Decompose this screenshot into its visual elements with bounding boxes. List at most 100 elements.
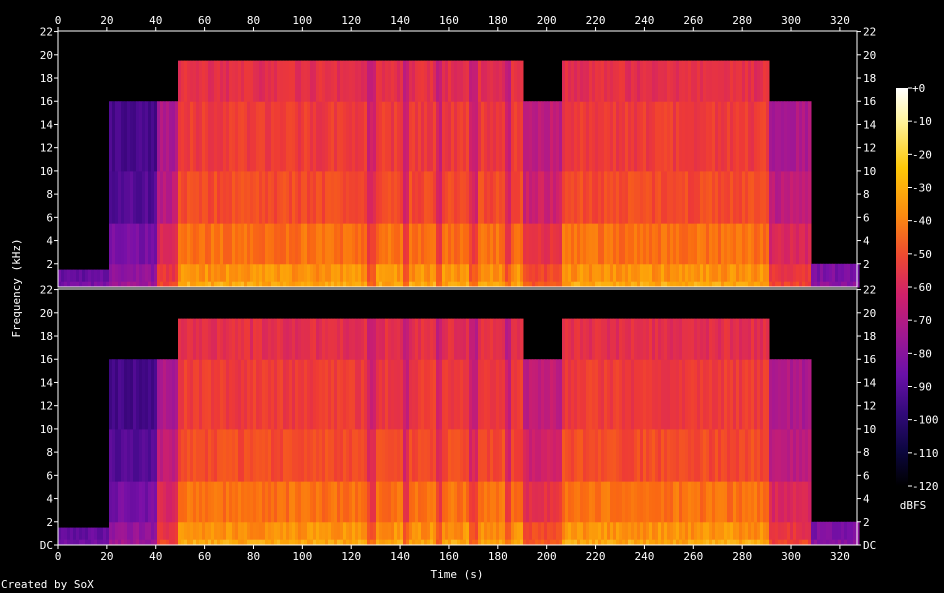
spectrogram-cell — [706, 281, 710, 288]
spectrogram-cell — [625, 428, 629, 482]
spectrogram-cell — [592, 318, 596, 360]
spectrogram-cell — [355, 223, 359, 265]
spectrogram-cell — [673, 318, 677, 360]
spectrogram-cell — [172, 481, 176, 523]
spectrogram-cell — [316, 539, 320, 546]
spectrogram-cell — [520, 60, 524, 102]
spectrogram-cell — [268, 223, 272, 265]
spectrogram-cell — [730, 428, 734, 482]
spectrogram-cell — [157, 539, 161, 546]
spectrogram-cell — [448, 263, 452, 282]
spectrogram-cell — [445, 223, 449, 265]
spectrogram-cell — [322, 101, 326, 172]
spectrogram-cell — [418, 359, 422, 430]
spectrogram-cell — [175, 521, 179, 540]
spectrogram-cell — [466, 263, 470, 282]
spectrogram-cell — [415, 539, 419, 546]
spectrogram-cell — [646, 481, 650, 523]
spectrogram-cell — [265, 60, 269, 102]
y-tick-label: 10 — [863, 423, 876, 436]
spectrogram-cell — [538, 481, 542, 523]
spectrogram-cell — [163, 359, 167, 430]
spectrogram-cell — [151, 521, 155, 540]
spectrogram-cell — [412, 318, 416, 360]
spectrogram-cell — [418, 263, 422, 282]
spectrogram-cell — [355, 521, 359, 540]
spectrogram-cell — [298, 539, 302, 546]
spectrogram-cell — [604, 359, 608, 430]
spectrogram-cell — [322, 60, 326, 102]
spectrogram-cell — [637, 263, 641, 282]
spectrogram-cell — [682, 263, 686, 282]
spectrogram-cell — [637, 521, 641, 540]
spectrogram-cell — [139, 521, 143, 540]
spectrogram-cell — [418, 281, 422, 288]
spectrogram-cell — [445, 521, 449, 540]
spectrogram-cell — [421, 318, 425, 360]
spectrogram-cell — [616, 359, 620, 430]
spectrogram-cell — [670, 60, 674, 102]
spectrogram-cell — [580, 318, 584, 360]
spectrogram-cell — [508, 521, 512, 540]
spectrogram-cell — [235, 521, 239, 540]
spectrogram-cell — [277, 359, 281, 430]
spectrogram-cell — [580, 223, 584, 265]
spectrogram-cell — [115, 539, 119, 546]
spectrogram-cell — [238, 281, 242, 288]
spectrogram-cell — [544, 359, 548, 430]
spectrogram-cell — [496, 539, 500, 546]
spectrogram-cell — [190, 481, 194, 523]
spectrogram-cell — [289, 539, 293, 546]
spectrogram-cell — [748, 539, 752, 546]
spectrogram-cell — [691, 539, 695, 546]
spectrogram-cell — [424, 263, 428, 282]
spectrogram-cell — [223, 481, 227, 523]
spectrogram-cell — [454, 101, 458, 172]
spectrogram-cell — [745, 170, 749, 224]
spectrogram-cell — [61, 539, 65, 546]
spectrogram-cell — [64, 269, 68, 282]
y-tick-label: 4 — [863, 235, 870, 248]
spectrogram-cell — [136, 521, 140, 540]
y-tick-label: 2 — [46, 516, 53, 529]
spectrogram-cell — [406, 428, 410, 482]
x-tick-label: 280 — [732, 14, 752, 27]
spectrogram-cell — [346, 60, 350, 102]
spectrogram-cell — [142, 223, 146, 265]
spectrogram-cell — [667, 60, 671, 102]
spectrogram-cell — [718, 223, 722, 265]
spectrogram-cell — [757, 521, 761, 540]
spectrogram-cell — [241, 521, 245, 540]
spectrogram-cell — [601, 101, 605, 172]
spectrogram-cell — [343, 318, 347, 360]
spectrogram-cell — [271, 101, 275, 172]
spectrogram-cell — [574, 223, 578, 265]
spectrogram-cell — [511, 223, 515, 265]
spectrogram-cell — [415, 359, 419, 430]
spectrogram-cell — [343, 539, 347, 546]
spectrogram-cell — [667, 223, 671, 265]
spectrogram-cell — [583, 263, 587, 282]
spectrogram-cell — [274, 101, 278, 172]
spectrogram-cell — [547, 170, 551, 224]
spectrogram-cell — [127, 428, 131, 482]
spectrogram-cell — [310, 428, 314, 482]
spectrogram-cell — [130, 481, 134, 523]
spectrogram-cell — [613, 481, 617, 523]
spectrogram-cell — [268, 481, 272, 523]
spectrogram-cell — [232, 539, 236, 546]
spectrogram-cell — [847, 263, 851, 282]
spectrogram-cell — [607, 539, 611, 546]
spectrogram-cell — [307, 60, 311, 102]
spectrogram-cell — [403, 539, 407, 546]
spectrogram-cell — [259, 428, 263, 482]
spectrogram-cell — [586, 481, 590, 523]
spectrogram-cell — [703, 101, 707, 172]
spectrogram-cell — [790, 223, 794, 265]
y-tick-label: 14 — [863, 376, 877, 389]
spectrogram-cell — [661, 60, 665, 102]
spectrogram-cell — [520, 281, 524, 288]
spectrogram-cell — [424, 281, 428, 288]
x-tick-label: 260 — [683, 550, 703, 563]
spectrogram-cell — [640, 223, 644, 265]
